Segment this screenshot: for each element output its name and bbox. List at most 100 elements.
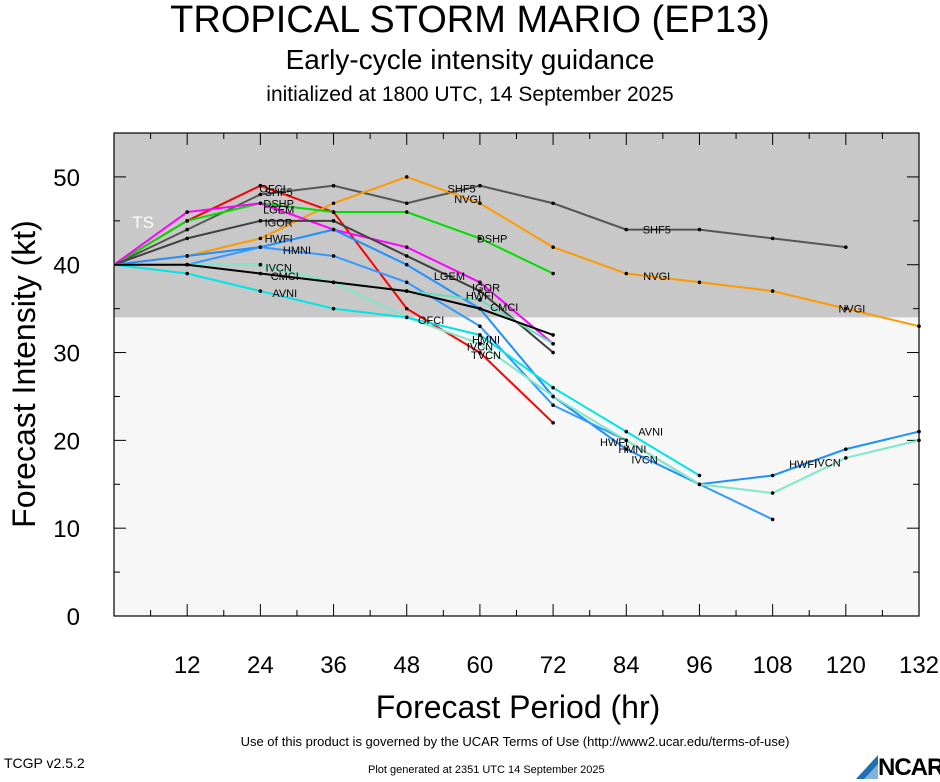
data-point-shf5 <box>551 201 555 206</box>
data-point-ofci <box>404 306 409 311</box>
data-point-shf5 <box>404 201 409 206</box>
series-label-dshp: DSHP <box>263 198 294 210</box>
data-point-hmni <box>770 517 775 522</box>
data-point-shf5 <box>478 183 482 188</box>
x-tick-label: 36 <box>320 652 347 679</box>
chart-init-time: initialized at 1800 UTC, 14 September 20… <box>266 83 674 106</box>
series-label-shf5: SHF5 <box>643 225 671 237</box>
series-label-lgem: LGEM <box>263 204 294 216</box>
data-point-ofci <box>478 350 482 355</box>
series-line-nvgi <box>113 175 920 328</box>
data-point-dshp <box>404 210 409 214</box>
series-label-ivcn: IVCN <box>814 457 840 469</box>
series-label-lgem: LGEM <box>434 271 465 283</box>
data-point-hwfi <box>917 429 921 434</box>
data-point-tvcn <box>331 280 336 285</box>
y-tick-label: 30 <box>53 341 80 368</box>
y-tick-label: 50 <box>53 165 80 192</box>
chart-subtitle: Early-cycle intensity guidance <box>285 44 655 75</box>
series-label-nvgi: NVGI <box>838 304 865 316</box>
data-point-tvcn <box>404 289 409 293</box>
data-point-cmci <box>551 341 555 346</box>
series-label-hwfi: HWFI <box>600 437 628 449</box>
data-point-ivcn <box>551 394 555 399</box>
version-label: TCGP v2.5.2 <box>4 755 85 771</box>
x-tick-label: 120 <box>826 652 866 679</box>
series-label-hwfi: HWFI <box>466 290 494 302</box>
data-point-nvgi <box>258 236 263 241</box>
series-label-ivcn: IVCN <box>631 455 657 467</box>
series-label-igor: IGOR <box>472 283 500 295</box>
x-tick-label: 96 <box>686 652 713 679</box>
data-point-ivcn <box>844 456 848 460</box>
data-point-lgem <box>404 245 409 249</box>
x-tick-label: 12 <box>174 652 201 679</box>
data-point-nvgi <box>404 175 409 179</box>
data-point-hwfi <box>331 227 336 232</box>
series-label-nvgi: NVGI <box>454 194 481 206</box>
y-tick-label: 0 <box>67 604 80 631</box>
data-point-hwfi <box>185 254 189 258</box>
data-point-ofci <box>258 183 263 188</box>
series-label-dshp: DSHP <box>477 233 508 245</box>
data-point-hmni <box>331 254 336 258</box>
data-point-dshp <box>185 219 189 223</box>
data-point-nvgi <box>770 289 775 293</box>
data-point-avni <box>331 306 336 311</box>
data-point-igor <box>404 254 409 258</box>
series-line-hwfi <box>113 228 920 486</box>
data-point-lgem <box>478 280 482 285</box>
generated-time: Plot generated at 2351 UTC 14 September … <box>368 764 605 776</box>
data-point-shf5 <box>697 227 702 232</box>
data-point-avni <box>697 473 702 478</box>
data-point-lgem <box>185 210 189 214</box>
data-point-shf5 <box>331 183 336 188</box>
data-point-ivcn <box>258 262 263 267</box>
series-line-ivcn <box>114 263 920 495</box>
data-point-avni <box>258 289 263 293</box>
data-point-avni <box>478 333 482 337</box>
series-lines <box>113 175 921 522</box>
data-point-hwfi <box>770 473 775 478</box>
chart-axes: 0 10 20 30 40 50 12 24 36 48 60 72 84 96 108 120 132 <box>53 132 939 679</box>
x-tick-label: 48 <box>393 652 420 679</box>
data-point-shf5 <box>844 245 848 249</box>
ncar-logo-icon <box>856 755 878 779</box>
data-point-tvcn <box>185 262 189 267</box>
data-point-avni <box>404 315 409 320</box>
data-point-hmni <box>258 245 263 249</box>
series-label-shf5: SHF5 <box>265 187 293 199</box>
data-point-ivcn <box>770 491 775 495</box>
series-label-nvgi: NVGI <box>643 271 670 283</box>
data-point-nvgi <box>697 280 702 285</box>
data-point-tvcn <box>258 271 263 276</box>
data-point-igor <box>258 219 263 223</box>
data-point-hmni <box>404 280 409 285</box>
x-tick-label: 72 <box>540 652 567 679</box>
series-label-avni: AVNI <box>272 288 297 300</box>
data-point-tvcn <box>551 333 555 337</box>
data-point-shf5 <box>624 227 629 232</box>
data-point-hwfi <box>624 447 629 451</box>
data-point-lgem <box>258 201 263 206</box>
data-point-ivcn <box>478 341 482 346</box>
data-point-dshp <box>331 210 336 214</box>
series-label-igor: IGOR <box>265 218 293 230</box>
data-point-ivcn <box>917 438 921 443</box>
data-point-shf5 <box>258 192 263 197</box>
band-label-ts: TS <box>132 213 154 232</box>
series-label-ofci: OFCI <box>259 183 285 195</box>
series-label-shf5: SHF5 <box>448 183 476 195</box>
y-tick-label: 20 <box>53 428 80 455</box>
data-point-dshp <box>478 236 482 241</box>
data-point-nvgi <box>478 201 482 206</box>
data-point-ofci <box>551 421 555 425</box>
x-axis-label: Forecast Period (hr) <box>376 689 661 725</box>
data-point-tvcn <box>478 306 482 311</box>
y-tick-label: 10 <box>53 516 80 543</box>
data-point-hmni <box>551 403 555 408</box>
data-point-avni <box>551 385 555 390</box>
y-tick-label: 40 <box>53 253 80 280</box>
x-tick-label: 24 <box>247 652 274 679</box>
data-point-hmni <box>478 324 482 329</box>
